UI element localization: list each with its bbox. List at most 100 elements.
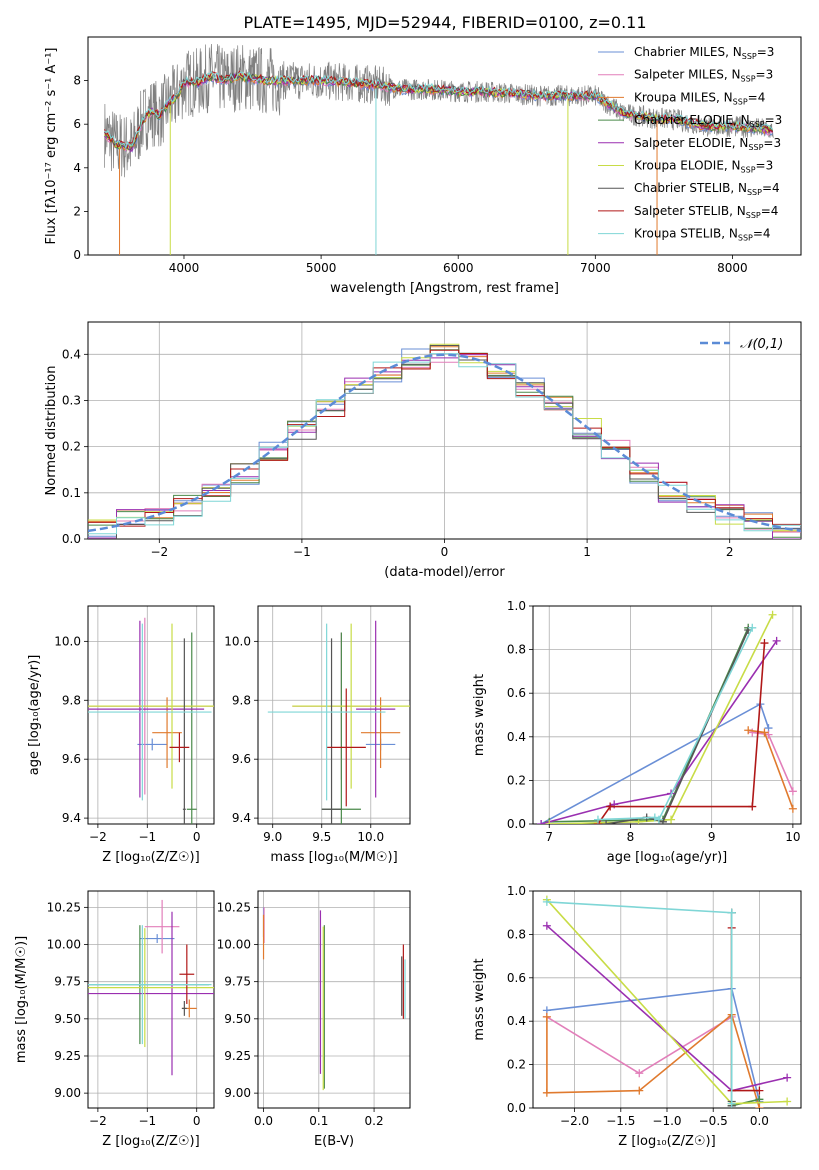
y-axis-label: mass [log₁₀(M/M☉)] <box>14 936 29 1063</box>
legend-entry: 𝒩(0,1) <box>740 337 783 352</box>
axes-frame <box>87 605 215 825</box>
histogram-step-line <box>88 353 801 539</box>
y-tick-label: 10.0 <box>224 634 251 648</box>
x-tick-label: 2 <box>726 545 734 559</box>
x-tick-label: −1 <box>293 545 311 559</box>
x-tick-label: −2 <box>89 830 107 844</box>
y-tick-label: 0.8 <box>507 643 526 657</box>
x-tick-label: 10.0 <box>357 830 384 844</box>
plot-area <box>267 620 410 824</box>
series-marker <box>748 802 757 811</box>
x-axis-label: Z [log₁₀(Z/Z☉)] <box>102 850 199 865</box>
panel-mass_weight_vs_Z: −2.0 −1.5 −1.0 −0.5 0.0 0.0 0.2 0.4 0.6 0.8 1.0 Z [… <box>472 884 802 1149</box>
x-tick-label: 1 <box>583 545 591 559</box>
x-tick-label: 0.0 <box>254 1114 273 1128</box>
legend-entry: Chabrier ELODIE, NSSP=3 <box>634 113 782 129</box>
y-tick-label: 0.0 <box>507 817 526 831</box>
series-marker <box>755 1086 764 1095</box>
legend-entry: Kroupa MILES, NSSP=4 <box>634 90 765 106</box>
x-tick-label: 0.0 <box>750 1114 769 1128</box>
series-line <box>752 731 794 792</box>
y-tick-label: 9.6 <box>232 752 251 766</box>
y-tick-label: 0.4 <box>62 347 81 361</box>
legend-entry: Chabrier STELIB, NSSP=4 <box>634 181 780 197</box>
series-marker <box>635 1086 644 1095</box>
model-spectrum-line <box>104 71 773 151</box>
panel-mass_weight_vs_age: 7 8 9 10 0.0 0.2 0.4 0.6 0.8 1.0 age [log₁₀(age/yr… <box>472 599 802 865</box>
x-tick-label: 8 <box>627 830 635 844</box>
x-axis-label: wavelength [Angstrom, rest frame] <box>330 281 559 296</box>
series-marker <box>727 908 736 917</box>
x-tick-label: 8000 <box>717 261 748 275</box>
series-marker <box>658 817 667 824</box>
x-tick-label: 0 <box>193 830 201 844</box>
y-axis-label: mass weight <box>472 674 487 756</box>
plot-area <box>88 343 801 539</box>
panel-age_vs_Z: −2 −1 0 9.4 9.6 9.8 10.0 Z [log₁₀(Z/Z☉)] age [lo… <box>27 605 215 865</box>
y-tick-label: 9.4 <box>62 811 81 825</box>
y-tick-label: 10.00 <box>47 938 81 952</box>
plot-area <box>262 907 406 1091</box>
series-marker <box>593 815 602 824</box>
x-axis-label: Z [log₁₀(Z/Z☉)] <box>102 1134 199 1149</box>
y-axis-label: age [log₁₀(age/yr)] <box>27 655 42 776</box>
series-marker <box>772 636 781 645</box>
series-line <box>597 643 766 824</box>
plot-area <box>542 895 792 1108</box>
series-marker <box>748 623 757 632</box>
axes-frame <box>87 36 802 256</box>
series-marker <box>755 1104 764 1108</box>
x-tick-label: 9.5 <box>312 830 331 844</box>
series-line <box>597 627 754 821</box>
y-tick-label: 9.75 <box>54 975 81 989</box>
y-tick-label: 9.8 <box>62 693 81 707</box>
series-marker <box>542 921 551 930</box>
y-tick-label: 9.00 <box>224 1086 251 1100</box>
y-tick-label: 2 <box>73 204 81 218</box>
plot-area <box>88 899 214 1076</box>
panel-mass_vs_Z: −2 −1 0 9.00 9.25 9.50 9.75 10.00 10.25 Z [log₁₀(… <box>14 890 215 1149</box>
x-tick-label: 9 <box>708 830 716 844</box>
y-tick-label: 0.1 <box>62 486 81 500</box>
series-marker <box>650 813 659 822</box>
series-line <box>546 987 761 1102</box>
panel-residuals: −2 −1 0 1 2 0.0 0.1 0.2 0.3 0.4 (data-model)/error… <box>44 321 802 580</box>
data-spectrum-line <box>104 43 774 178</box>
y-tick-label: 0.2 <box>507 773 526 787</box>
y-tick-label: 9.00 <box>54 1086 81 1100</box>
series-marker <box>744 726 753 735</box>
series-line <box>605 629 749 824</box>
y-tick-label: 9.25 <box>224 1049 251 1063</box>
legend-entry: Salpeter MILES, NSSP=3 <box>634 68 773 84</box>
x-tick-label: −2 <box>150 545 168 559</box>
y-tick-label: 10.25 <box>217 900 251 914</box>
x-axis-label: (data-model)/error <box>384 565 505 580</box>
y-tick-label: 9.50 <box>54 1012 81 1026</box>
series-line <box>730 927 760 1092</box>
axes-frame <box>532 890 802 1109</box>
y-tick-label: 10.25 <box>47 900 81 914</box>
figure-title: PLATE=1495, MJD=52944, FIBERID=0100, z=0… <box>243 13 646 32</box>
series-marker <box>654 815 663 824</box>
x-tick-label: −1 <box>138 1114 156 1128</box>
series-line <box>549 614 774 824</box>
x-tick-label: −2 <box>89 1114 107 1128</box>
y-tick-label: 9.75 <box>224 975 251 989</box>
x-tick-label: 0.2 <box>365 1114 384 1128</box>
x-tick-label: −1 <box>138 830 156 844</box>
histogram-step-line <box>88 345 801 539</box>
x-tick-label: −0.5 <box>699 1114 728 1128</box>
y-tick-label: 8 <box>73 74 81 88</box>
y-tick-label: 9.4 <box>232 811 251 825</box>
series-marker <box>542 1012 551 1021</box>
axes-frame <box>532 605 802 825</box>
axes-frame <box>87 321 802 540</box>
x-axis-label: mass [log₁₀(M/M☉)] <box>270 850 397 865</box>
y-tick-label: 1.0 <box>507 599 526 613</box>
y-tick-label: 0.0 <box>62 532 81 546</box>
panel-mass_vs_EBV: 0.0 0.1 0.2 9.00 9.25 9.50 9.75 10.00 10.25 E(B-V… <box>217 890 411 1149</box>
series-marker <box>768 610 777 619</box>
series-marker <box>760 639 769 648</box>
y-tick-label: 9.8 <box>232 693 251 707</box>
